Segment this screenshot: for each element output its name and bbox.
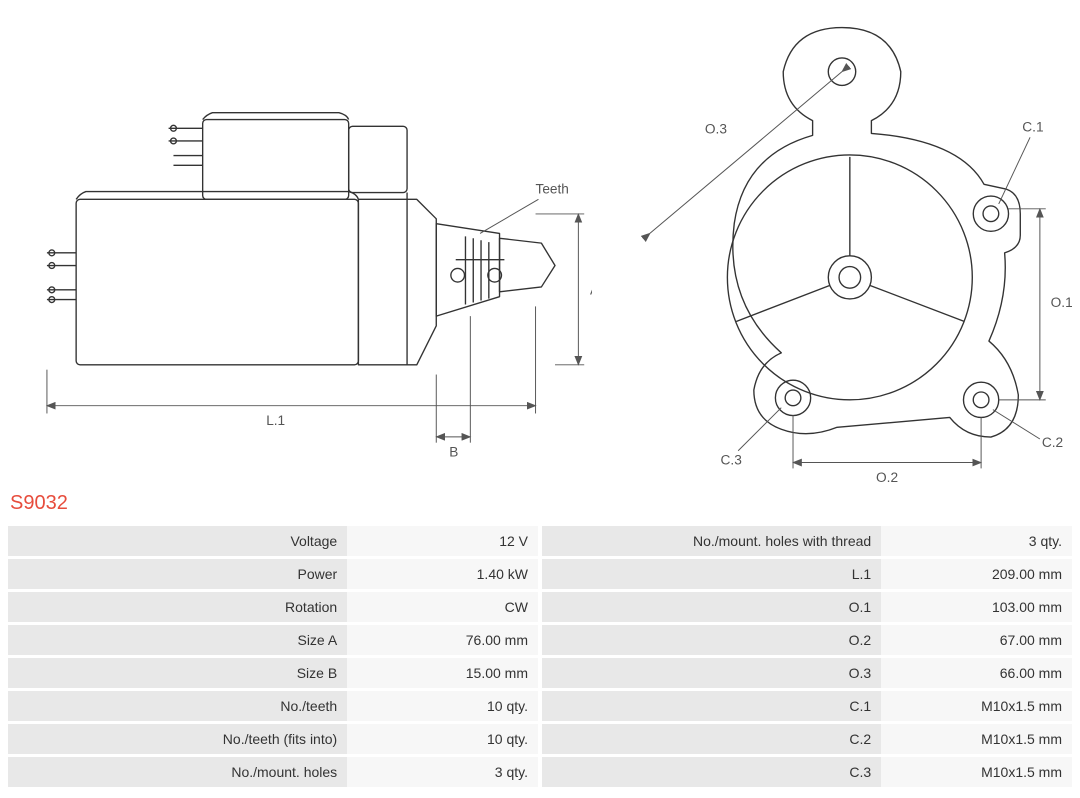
spec-row: No./teeth10 qty. xyxy=(8,691,538,721)
spec-value: 66.00 mm xyxy=(881,658,1072,688)
spec-label: Voltage xyxy=(8,526,347,556)
spec-value: 3 qty. xyxy=(347,757,538,787)
spec-value: M10x1.5 mm xyxy=(881,757,1072,787)
spec-row: C.3M10x1.5 mm xyxy=(542,757,1072,787)
spec-value: M10x1.5 mm xyxy=(881,724,1072,754)
spec-row: C.2M10x1.5 mm xyxy=(542,724,1072,754)
spec-label: Size B xyxy=(8,658,347,688)
spec-value: 103.00 mm xyxy=(881,592,1072,622)
spec-row: O.366.00 mm xyxy=(542,658,1072,688)
spec-value: 209.00 mm xyxy=(881,559,1072,589)
label-o2: O.2 xyxy=(876,470,898,485)
spec-row: Power1.40 kW xyxy=(8,559,538,589)
spec-label: O.1 xyxy=(542,592,881,622)
spec-label: No./teeth xyxy=(8,691,347,721)
diagram-row: L.1 B A Teeth xyxy=(8,8,1072,488)
label-c2: C.2 xyxy=(1042,435,1063,450)
side-view-diagram: L.1 B A Teeth xyxy=(8,18,592,478)
spec-row: C.1M10x1.5 mm xyxy=(542,691,1072,721)
spec-label: Power xyxy=(8,559,347,589)
spec-value: 10 qty. xyxy=(347,724,538,754)
spec-value: 10 qty. xyxy=(347,691,538,721)
spec-label: No./teeth (fits into) xyxy=(8,724,347,754)
label-o3: O.3 xyxy=(705,121,727,136)
label-b: B xyxy=(449,444,458,459)
spec-label: Size A xyxy=(8,625,347,655)
spec-row: Voltage12 V xyxy=(8,526,538,556)
spec-value: 67.00 mm xyxy=(881,625,1072,655)
spec-table-left: Voltage12 VPower1.40 kWRotationCWSize A7… xyxy=(8,523,538,790)
spec-value: M10x1.5 mm xyxy=(881,691,1072,721)
spec-value: 3 qty. xyxy=(881,526,1072,556)
spec-label: C.3 xyxy=(542,757,881,787)
spec-label: O.2 xyxy=(542,625,881,655)
spec-row: L.1209.00 mm xyxy=(542,559,1072,589)
spec-row: No./mount. holes3 qty. xyxy=(8,757,538,787)
spec-table-right: No./mount. holes with thread3 qty.L.1209… xyxy=(542,523,1072,790)
spec-label: C.2 xyxy=(542,724,881,754)
spec-value: 15.00 mm xyxy=(347,658,538,688)
label-o1: O.1 xyxy=(1051,295,1072,310)
label-a: A xyxy=(590,283,592,298)
label-teeth: Teeth xyxy=(536,181,569,196)
spec-value: CW xyxy=(347,592,538,622)
spec-label: L.1 xyxy=(542,559,881,589)
spec-row: O.267.00 mm xyxy=(542,625,1072,655)
spec-value: 76.00 mm xyxy=(347,625,538,655)
spec-row: No./teeth (fits into)10 qty. xyxy=(8,724,538,754)
label-l1: L.1 xyxy=(266,413,285,428)
front-view-diagram: O.3 O.1 O.2 C.1 C.2 C.3 xyxy=(612,8,1072,488)
part-number: S9032 xyxy=(10,492,1072,515)
spec-label: No./mount. holes with thread xyxy=(542,526,881,556)
spec-label: No./mount. holes xyxy=(8,757,347,787)
spec-tables: Voltage12 VPower1.40 kWRotationCWSize A7… xyxy=(8,523,1072,790)
spec-label: C.1 xyxy=(542,691,881,721)
spec-row: Size B15.00 mm xyxy=(8,658,538,688)
spec-row: RotationCW xyxy=(8,592,538,622)
label-c1: C.1 xyxy=(1022,119,1043,134)
spec-label: O.3 xyxy=(542,658,881,688)
spec-row: Size A76.00 mm xyxy=(8,625,538,655)
spec-row: O.1103.00 mm xyxy=(542,592,1072,622)
label-c3: C.3 xyxy=(721,452,743,467)
spec-row: No./mount. holes with thread3 qty. xyxy=(542,526,1072,556)
spec-value: 1.40 kW xyxy=(347,559,538,589)
spec-label: Rotation xyxy=(8,592,347,622)
spec-value: 12 V xyxy=(347,526,538,556)
